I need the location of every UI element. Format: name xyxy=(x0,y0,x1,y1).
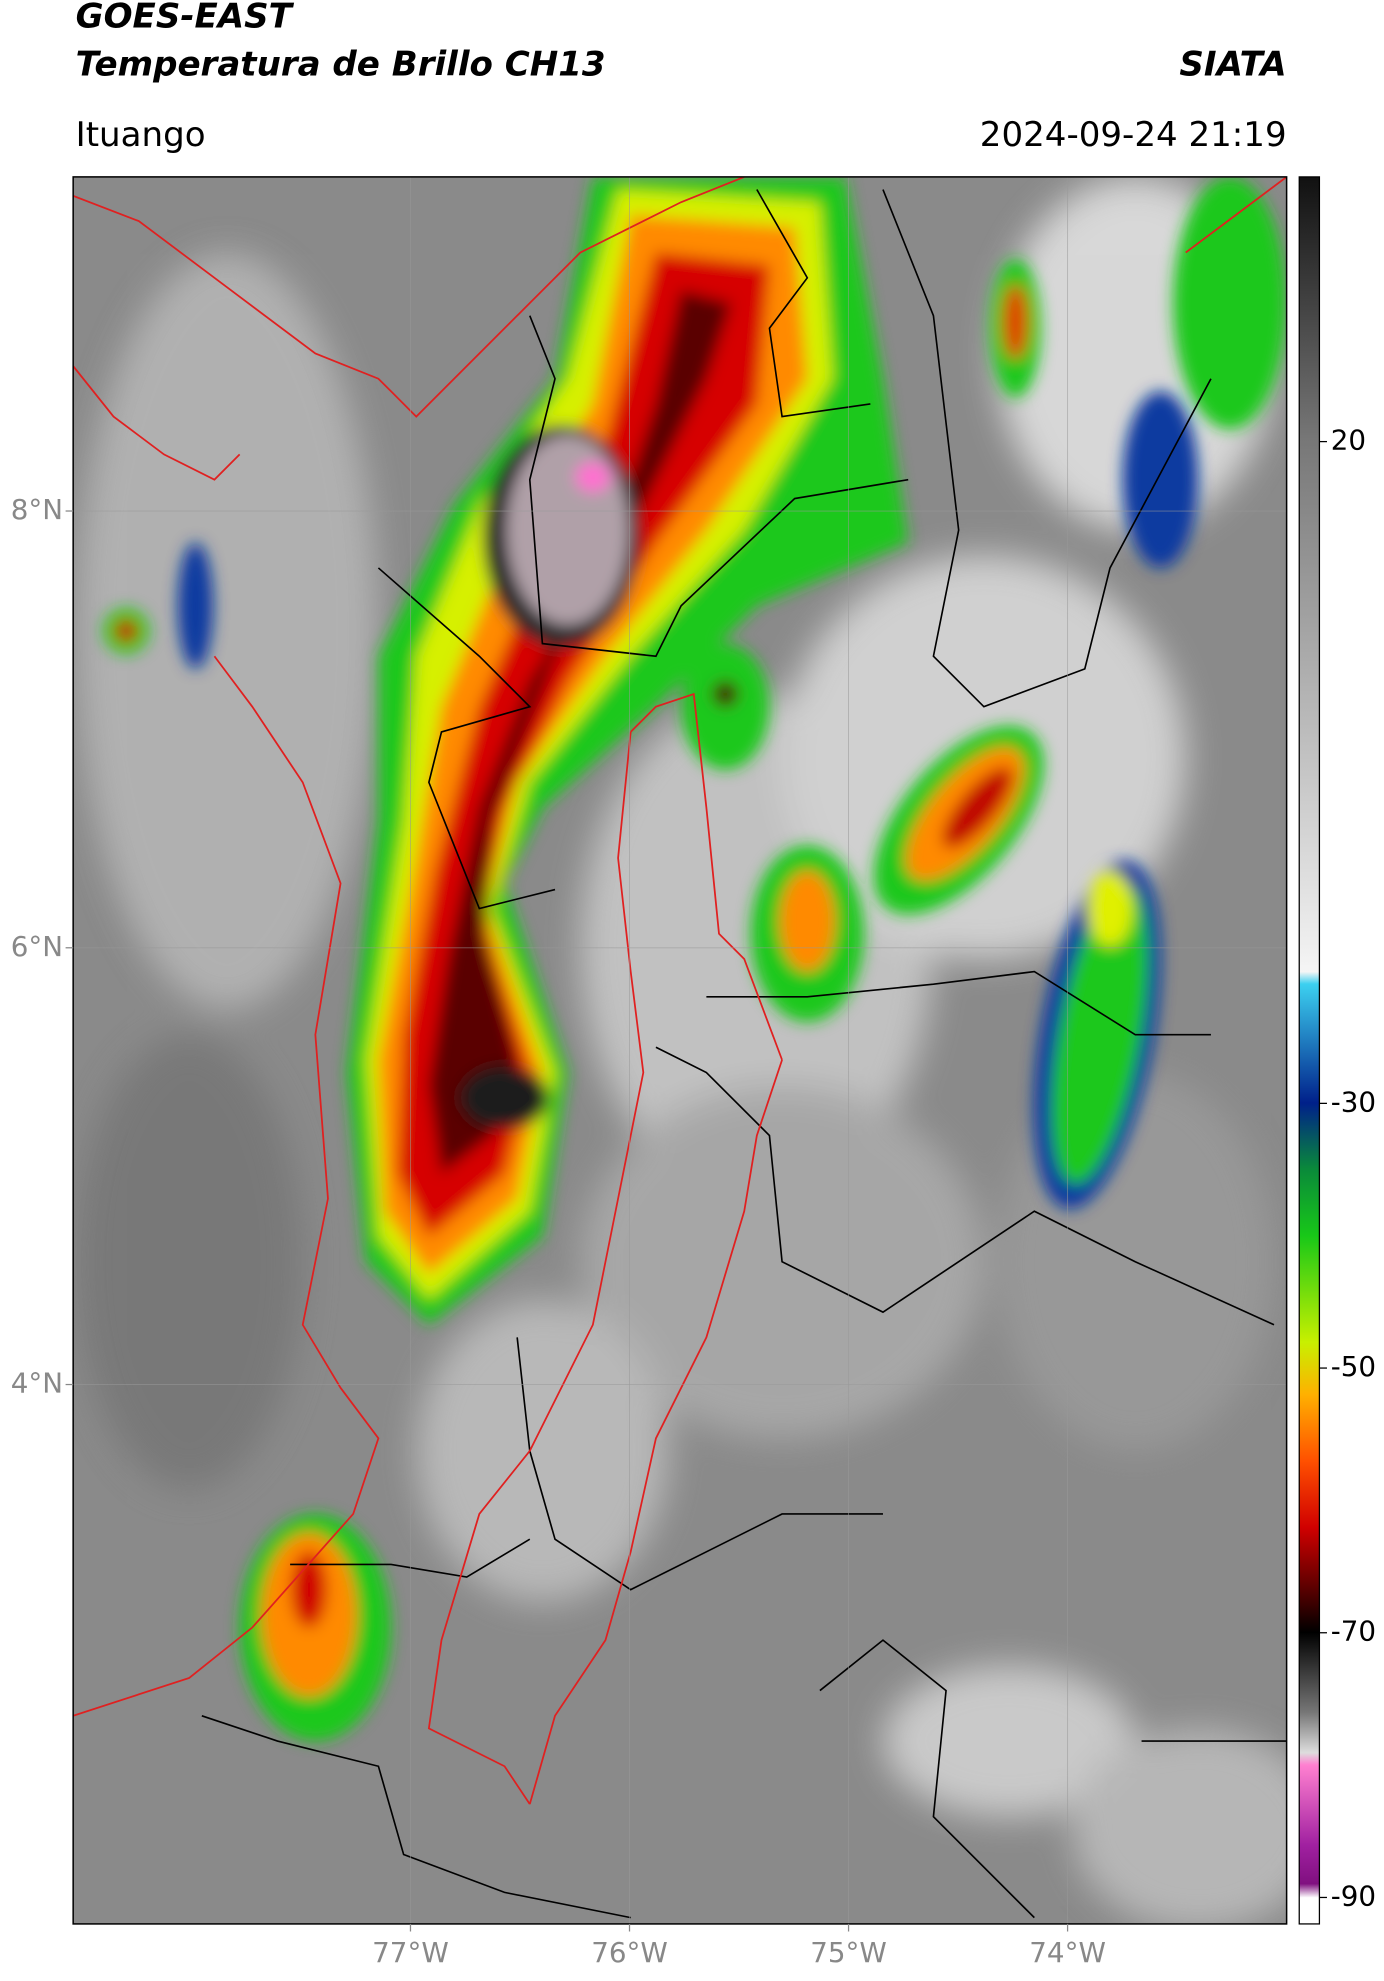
colorbar xyxy=(1298,176,1321,1925)
colorbar-tick-label: -70 xyxy=(1331,1615,1376,1648)
colorbar-tick-label: 20 xyxy=(1331,424,1366,457)
satellite-image xyxy=(73,176,1287,1924)
colorbar-tick-label: -90 xyxy=(1331,1879,1376,1912)
colorbar-tick-label: -30 xyxy=(1331,1085,1376,1118)
title: GOES-EAST xyxy=(76,0,295,36)
x-tick-label: 74°W xyxy=(1029,1936,1106,1969)
y-tick-label: 8°N xyxy=(11,493,63,526)
borders xyxy=(73,176,1287,1805)
colorbar-tick-label: -50 xyxy=(1331,1350,1376,1383)
timestamp: 2024-09-24 21:19 xyxy=(980,115,1287,155)
graticule xyxy=(73,176,1287,1924)
subtitle: Temperatura de Brillo CH13 xyxy=(76,44,606,84)
source: SIATA xyxy=(1179,44,1286,84)
x-tick-label: 76°W xyxy=(591,1936,668,1969)
location: Ituango xyxy=(76,115,206,155)
x-tick-label: 77°W xyxy=(372,1936,449,1969)
map-frame xyxy=(72,176,1288,1925)
boundaries xyxy=(201,189,1287,1919)
y-tick-label: 6°N xyxy=(11,930,63,963)
x-tick-label: 75°W xyxy=(810,1936,887,1969)
y-tick-label: 4°N xyxy=(11,1367,63,1400)
